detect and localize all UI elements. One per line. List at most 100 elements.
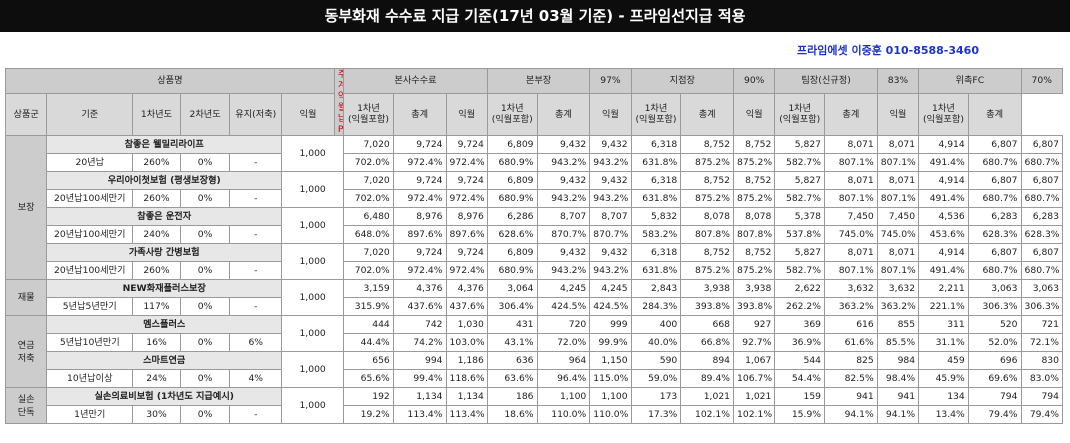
- amount-cell: 7,020: [343, 135, 394, 154]
- amount-cell: 6,480: [343, 207, 394, 226]
- amount-cell: 9,724: [445, 243, 488, 262]
- year1-rate: 16%: [132, 333, 181, 352]
- percent-cell: 680.9%: [486, 189, 538, 208]
- percent-cell: 110.0%: [536, 405, 591, 424]
- maint-rate: -: [229, 297, 283, 316]
- amount-cell: 1,186: [445, 351, 488, 370]
- percent-cell: 113.4%: [392, 405, 447, 424]
- year2-rate: 0%: [179, 153, 231, 172]
- weekly-premium-header: 주계약월납P: [333, 68, 345, 136]
- maint-rate: 6%: [229, 333, 283, 352]
- group-label-line: 단독: [17, 406, 35, 418]
- amount-cell: 1,134: [392, 387, 447, 406]
- percent-cell: 631.8%: [630, 261, 682, 280]
- page-title: 동부화재 수수료 지급 기준(17년 03월 기준) - 프라임선지급 적용: [0, 0, 1070, 32]
- sub-year1-header: 1차년 (익월포함): [774, 92, 826, 137]
- percent-cell: 943.2%: [536, 153, 591, 172]
- product-name: 참좋은 웰밀리라이프: [46, 135, 283, 154]
- amount-cell: 544: [774, 351, 826, 370]
- product-rate-row: 1년만기 30% 0% -19.2% 113.4% 113.4% 18.6% 110.0% 11…: [6, 405, 1063, 424]
- amount-cell: 4,914: [918, 135, 969, 154]
- maint-rate: -: [229, 225, 283, 244]
- tier-percent: 83%: [876, 68, 920, 94]
- percent-cell: 74.2%: [392, 333, 447, 352]
- group-label: 실손 단독: [4, 387, 48, 424]
- percent-cell: 315.9%: [343, 297, 394, 316]
- percent-cell: 680.9%: [486, 153, 538, 172]
- product-name: 실손의료비보험 (1차년도 지급예시): [46, 387, 283, 406]
- amount-cell: 3,063: [1020, 279, 1063, 298]
- basis-value: 20년납100세만기: [46, 261, 134, 280]
- amount-cell: 8,752: [733, 243, 776, 262]
- maint-rate: -: [229, 153, 283, 172]
- percent-cell: 943.2%: [589, 189, 632, 208]
- percent-cell: 807.8%: [680, 225, 735, 244]
- percent-cell: 491.4%: [918, 261, 969, 280]
- basis-value: 5년납5년만기: [46, 297, 134, 316]
- amount-cell: 3,632: [876, 279, 920, 298]
- amount-cell: 6,807: [967, 243, 1022, 262]
- percent-cell: 99.9%: [589, 333, 632, 352]
- sub-year1-line2: (익월포함): [635, 114, 677, 126]
- percent-cell: 52.0%: [967, 333, 1022, 352]
- product-amount-row: 우리아이첫보험 (평생보장형) 1,000 7,020 9,724 9,724 6,809…: [6, 171, 1063, 208]
- tier-header: 본사수수료: [343, 68, 488, 94]
- percent-cell: 972.4%: [445, 261, 488, 280]
- product-rate-row: 20년납100세만기 260% 0% -702.0% 972.4% 972.4% 680.9…: [6, 261, 1063, 280]
- percent-cell: 437.6%: [445, 297, 488, 316]
- contact-info: 프라임에셋 이중훈 010-8588-3460: [797, 44, 979, 57]
- percent-cell: 745.0%: [876, 225, 920, 244]
- amount-cell: 6,807: [1020, 135, 1063, 154]
- amount-cell: 431: [486, 315, 538, 334]
- amount-cell: 8,071: [876, 243, 920, 262]
- commission-table: 상품명주계약월납P본사수수료본부장97%지점장90%팀장(신규정)83%위촉FC…: [4, 68, 1063, 424]
- year2-rate: 0%: [179, 189, 231, 208]
- header-row-1: 상품명주계약월납P본사수수료본부장97%지점장90%팀장(신규정)83%위촉FC…: [5, 68, 1063, 136]
- basis-value: 10년납이상: [46, 369, 134, 388]
- product-amount-row: 스마트연금 1,000 656 994 1,186 636 964 1,150 590 894 1,…: [6, 351, 1063, 388]
- amount-cell: 9,724: [445, 135, 488, 154]
- percent-cell: 807.1%: [876, 261, 920, 280]
- sub-ikwol-header: 익월: [733, 92, 776, 137]
- amount-cell: 825: [824, 351, 878, 370]
- percent-cell: 98.4%: [876, 369, 920, 388]
- product-rate-row: 5년납5년만기 117% 0% -315.9% 437.6% 437.6% 306.4% 42…: [6, 297, 1063, 316]
- sub-year1-header: 1차년 (익월포함): [630, 92, 682, 137]
- percent-cell: 72.0%: [536, 333, 591, 352]
- amount-cell: 6,807: [1020, 171, 1063, 190]
- group-label: 보장: [4, 135, 48, 280]
- year2-rate: 0%: [179, 405, 231, 424]
- amount-cell: 520: [967, 315, 1022, 334]
- year1-rate: 260%: [132, 189, 181, 208]
- percent-cell: 897.6%: [392, 225, 447, 244]
- percent-cell: 807.1%: [824, 153, 878, 172]
- percent-cell: 110.0%: [589, 405, 632, 424]
- percent-cell: 972.4%: [392, 261, 447, 280]
- amount-cell: 134: [918, 387, 969, 406]
- sub-ikwol-header: 익월: [281, 92, 335, 137]
- product-rate-row: 20년납100세만기 260% 0% -702.0% 972.4% 972.4% 680.9…: [6, 189, 1063, 208]
- amount-cell: 8,078: [680, 207, 735, 226]
- amount-cell: 4,245: [589, 279, 632, 298]
- percent-cell: 648.0%: [343, 225, 394, 244]
- percent-cell: 306.3%: [1020, 297, 1063, 316]
- percent-cell: 31.1%: [918, 333, 969, 352]
- amount-cell: 6,286: [486, 207, 538, 226]
- amount-cell: 9,432: [589, 243, 632, 262]
- product-amount-row: 연금 저축 멤스플러스 1,000 444 742 1,030 431 720 999 400 668…: [4, 315, 1063, 388]
- percent-cell: 363.2%: [876, 297, 920, 316]
- amount-cell: 7,020: [343, 243, 394, 262]
- percent-cell: 115.0%: [589, 369, 632, 388]
- year2-rate: 0%: [179, 225, 231, 244]
- amount-cell: 9,724: [392, 135, 447, 154]
- percent-cell: 83.0%: [1020, 369, 1063, 388]
- percent-cell: 875.2%: [733, 261, 776, 280]
- sub-total-header: 총계: [392, 92, 447, 137]
- amount-cell: 5,827: [774, 243, 826, 262]
- amount-cell: 9,724: [445, 171, 488, 190]
- sub-year1-line2: (익월포함): [491, 114, 533, 126]
- percent-cell: 943.2%: [536, 189, 591, 208]
- amount-cell: 9,432: [589, 171, 632, 190]
- amount-cell: 9,432: [536, 171, 591, 190]
- percent-cell: 943.2%: [589, 153, 632, 172]
